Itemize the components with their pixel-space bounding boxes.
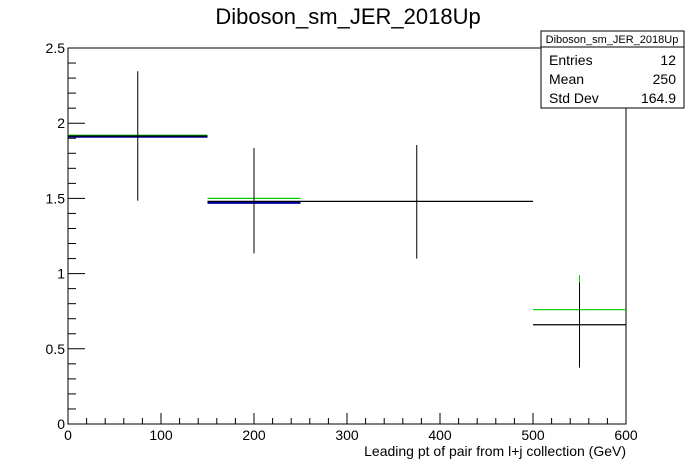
x-tick-label: 200	[242, 427, 266, 443]
y-tick-label: 2.5	[46, 40, 66, 56]
stats-entries-label: Entries	[549, 52, 593, 68]
y-tick-label: 0	[57, 416, 65, 432]
y-tick-label: 1	[57, 266, 65, 282]
y-tick-label: 1.5	[46, 190, 66, 206]
chart-title: Diboson_sm_JER_2018Up	[215, 4, 480, 29]
y-tick-labels: 0 0.5 1 1.5 2 2.5	[46, 40, 66, 432]
x-tick-label: 600	[614, 427, 638, 443]
stats-stddev-value: 164.9	[641, 90, 676, 106]
x-tick-label: 100	[149, 427, 173, 443]
stats-box-title: Diboson_sm_JER_2018Up	[546, 34, 679, 46]
stats-entries-value: 12	[660, 52, 676, 68]
x-tick-label: 400	[428, 427, 452, 443]
y-tick-label: 0.5	[46, 341, 66, 357]
histogram-series	[68, 71, 626, 368]
x-tick-label: 300	[335, 427, 359, 443]
y-axis	[68, 47, 85, 425]
stats-stddev-label: Std Dev	[549, 90, 599, 106]
stats-mean-label: Mean	[549, 71, 584, 87]
series-0	[68, 71, 626, 368]
stats-box-frame	[540, 30, 685, 109]
x-tick-label: 0	[64, 427, 72, 443]
stats-mean-value: 250	[653, 71, 677, 87]
stats-box: Diboson_sm_JER_2018Up Entries 12 Mean 25…	[540, 30, 685, 109]
x-axis-title: Leading pt of pair from l+j collection (…	[364, 443, 626, 459]
x-axis	[67, 413, 627, 424]
x-tick-labels: 0 100 200 300 400 500 600	[64, 427, 638, 443]
x-tick-label: 500	[521, 427, 545, 443]
y-tick-label: 2	[57, 115, 65, 131]
